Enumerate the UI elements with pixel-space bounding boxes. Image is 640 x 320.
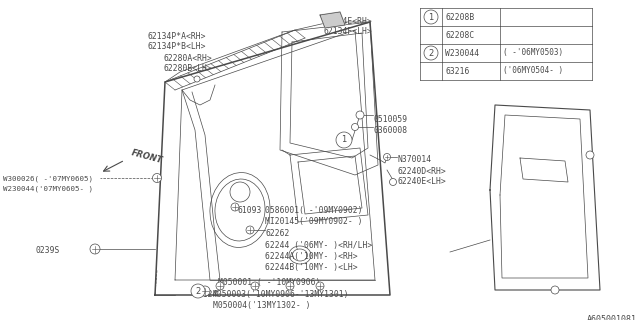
Text: 62208B: 62208B xyxy=(445,12,474,21)
Circle shape xyxy=(200,286,210,296)
Text: M050001 ( -'10MY0906): M050001 ( -'10MY0906) xyxy=(218,278,321,287)
Circle shape xyxy=(356,111,364,119)
Circle shape xyxy=(251,282,259,290)
Text: 0360008: 0360008 xyxy=(373,126,407,135)
Text: M050004('13MY1302- ): M050004('13MY1302- ) xyxy=(213,301,310,310)
Circle shape xyxy=(424,10,438,24)
Text: 62208C: 62208C xyxy=(445,30,474,39)
Text: 62240D<RH>: 62240D<RH> xyxy=(397,167,445,176)
Text: A605001081: A605001081 xyxy=(587,315,637,320)
Text: 62134F<LH>: 62134F<LH> xyxy=(323,27,372,36)
Text: 62134P*B<LH>: 62134P*B<LH> xyxy=(148,42,207,51)
Circle shape xyxy=(152,173,161,182)
Circle shape xyxy=(586,151,594,159)
Circle shape xyxy=(231,203,239,211)
Circle shape xyxy=(246,226,254,234)
Text: ('06MY0504- ): ('06MY0504- ) xyxy=(503,67,563,76)
Circle shape xyxy=(316,282,324,290)
Text: 62262: 62262 xyxy=(265,229,289,238)
Text: 0586001( -'09MY0902): 0586001( -'09MY0902) xyxy=(265,206,362,215)
Text: W230044: W230044 xyxy=(445,49,479,58)
Text: FRONT: FRONT xyxy=(130,148,163,165)
Polygon shape xyxy=(320,12,345,28)
Circle shape xyxy=(90,244,100,254)
Text: 2: 2 xyxy=(428,49,434,58)
Circle shape xyxy=(351,124,358,131)
Text: M050003('10MY0906-'13MY1301): M050003('10MY0906-'13MY1301) xyxy=(213,290,349,299)
Circle shape xyxy=(336,132,352,148)
Circle shape xyxy=(383,154,390,161)
Text: 62124: 62124 xyxy=(193,290,218,299)
Circle shape xyxy=(390,179,397,186)
Text: 1: 1 xyxy=(428,12,434,21)
Text: 62280A<RH>: 62280A<RH> xyxy=(163,54,212,63)
Text: 62244B('10MY- )<LH>: 62244B('10MY- )<LH> xyxy=(265,263,358,272)
Text: 63216: 63216 xyxy=(445,67,469,76)
Text: 62134P*A<RH>: 62134P*A<RH> xyxy=(148,32,207,41)
Text: 1: 1 xyxy=(341,135,347,145)
Text: W230044('07MY0605- ): W230044('07MY0605- ) xyxy=(3,185,93,191)
Circle shape xyxy=(194,76,200,82)
Text: 62244 ('06MY- )<RH/LH>: 62244 ('06MY- )<RH/LH> xyxy=(265,241,372,250)
Circle shape xyxy=(191,284,205,298)
Text: 62240E<LH>: 62240E<LH> xyxy=(397,177,445,186)
Text: MI20145('09MY0902- ): MI20145('09MY0902- ) xyxy=(265,217,362,226)
Text: N370014: N370014 xyxy=(397,155,431,164)
Text: 61093: 61093 xyxy=(237,206,261,215)
Circle shape xyxy=(286,282,294,290)
Circle shape xyxy=(424,46,438,60)
Text: ( -'06MY0503): ( -'06MY0503) xyxy=(503,49,563,58)
Text: 62280B<LH>: 62280B<LH> xyxy=(163,64,212,73)
Text: 62244A('10MY- )<RH>: 62244A('10MY- )<RH> xyxy=(265,252,358,261)
Text: 0510059: 0510059 xyxy=(373,115,407,124)
Circle shape xyxy=(551,286,559,294)
Text: W300026( -'07MY0605): W300026( -'07MY0605) xyxy=(3,175,93,181)
Text: 62134E<RH>: 62134E<RH> xyxy=(323,17,372,26)
Circle shape xyxy=(216,282,224,290)
Text: 2: 2 xyxy=(195,286,200,295)
Text: 0239S: 0239S xyxy=(35,246,60,255)
